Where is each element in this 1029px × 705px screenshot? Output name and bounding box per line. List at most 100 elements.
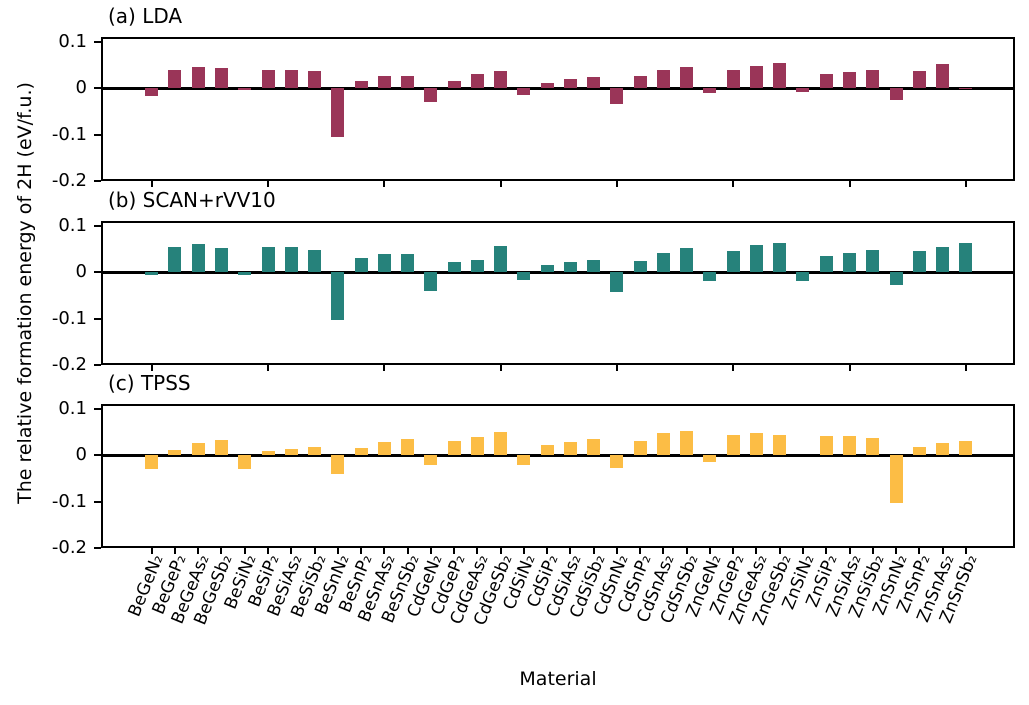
bar [587,76,601,89]
bar [866,438,880,456]
x-tick [615,179,618,187]
x-tick [964,179,967,187]
y-tick [94,407,101,410]
bottom-spine [101,546,1015,548]
y-tick [94,317,101,320]
bar [749,245,763,273]
bar [191,443,205,456]
bar [261,246,275,273]
bar [284,69,298,89]
bar [145,455,159,470]
bottom-spine [101,363,1015,365]
bar [959,88,973,90]
bar [587,260,601,273]
x-tick [290,546,293,554]
bar [401,253,415,273]
x-tick [522,546,525,554]
x-tick [569,546,572,554]
panel-title-lda: (a) LDA [108,4,183,28]
zero-line [101,270,1015,274]
x-tick [964,363,967,371]
right-spine [1013,404,1015,548]
x-tick [453,546,456,554]
x-tick [615,546,618,554]
bar [959,441,973,456]
bar [610,272,624,293]
y-tick-label: 0 [75,261,87,283]
y-tick [94,500,101,503]
bar [447,80,461,89]
bar [470,260,484,273]
bar [656,69,670,89]
bar [238,88,252,91]
bar [703,455,717,463]
x-tick [150,179,153,187]
x-tick [197,546,200,554]
x-tick [499,179,502,187]
bar [308,71,322,89]
bar [284,448,298,456]
bar [401,76,415,89]
x-tick [267,363,269,371]
x-tick [685,546,688,554]
x-tick [546,546,549,554]
y-tick [94,547,101,549]
x-tick [871,546,874,554]
bar [331,88,345,137]
bar [377,441,391,456]
bar [843,253,856,273]
x-tick [848,179,851,187]
x-tick [755,546,758,554]
x-tick [383,546,386,554]
x-tick [406,546,409,554]
x-tick [429,546,432,554]
y-tick [94,271,101,274]
bar [680,247,694,273]
y-tick-label: -0.1 [51,307,87,329]
bar [749,433,763,456]
x-tick [708,546,711,554]
bar [819,255,833,273]
bar [517,88,531,95]
bar [401,438,415,456]
x-tick [848,546,851,554]
bar [843,436,856,456]
bar [563,261,577,273]
bar [214,67,228,89]
left-spine [101,404,103,548]
bar [680,431,694,456]
bar [238,455,252,470]
bar [656,253,670,273]
x-tick [732,179,735,187]
bar [168,69,182,89]
y-tick-label: -0.2 [51,537,87,558]
y-tick [94,224,101,227]
bar [912,447,926,456]
bar [563,442,577,456]
x-tick [360,546,363,554]
x-tick [173,546,176,554]
x-tick [801,546,804,554]
bar [889,455,903,504]
bar [773,63,787,89]
bar [308,446,322,456]
x-tick [732,363,735,371]
x-tick [662,546,665,554]
panel-title-scan: (b) SCAN+rVV10 [108,188,276,212]
y-tick-label: -0.2 [51,170,87,191]
bar [470,73,484,89]
top-spine [101,37,1015,39]
bar [819,435,833,456]
bar [424,88,438,103]
bar [494,431,508,456]
y-tick-label: -0.1 [51,123,87,145]
y-tick [94,40,101,43]
bar [214,248,228,273]
bar [633,261,647,273]
y-tick-label: 0.1 [58,397,87,419]
y-tick [94,180,101,182]
bar [331,455,345,474]
right-spine [1013,221,1015,365]
bar [331,272,345,321]
